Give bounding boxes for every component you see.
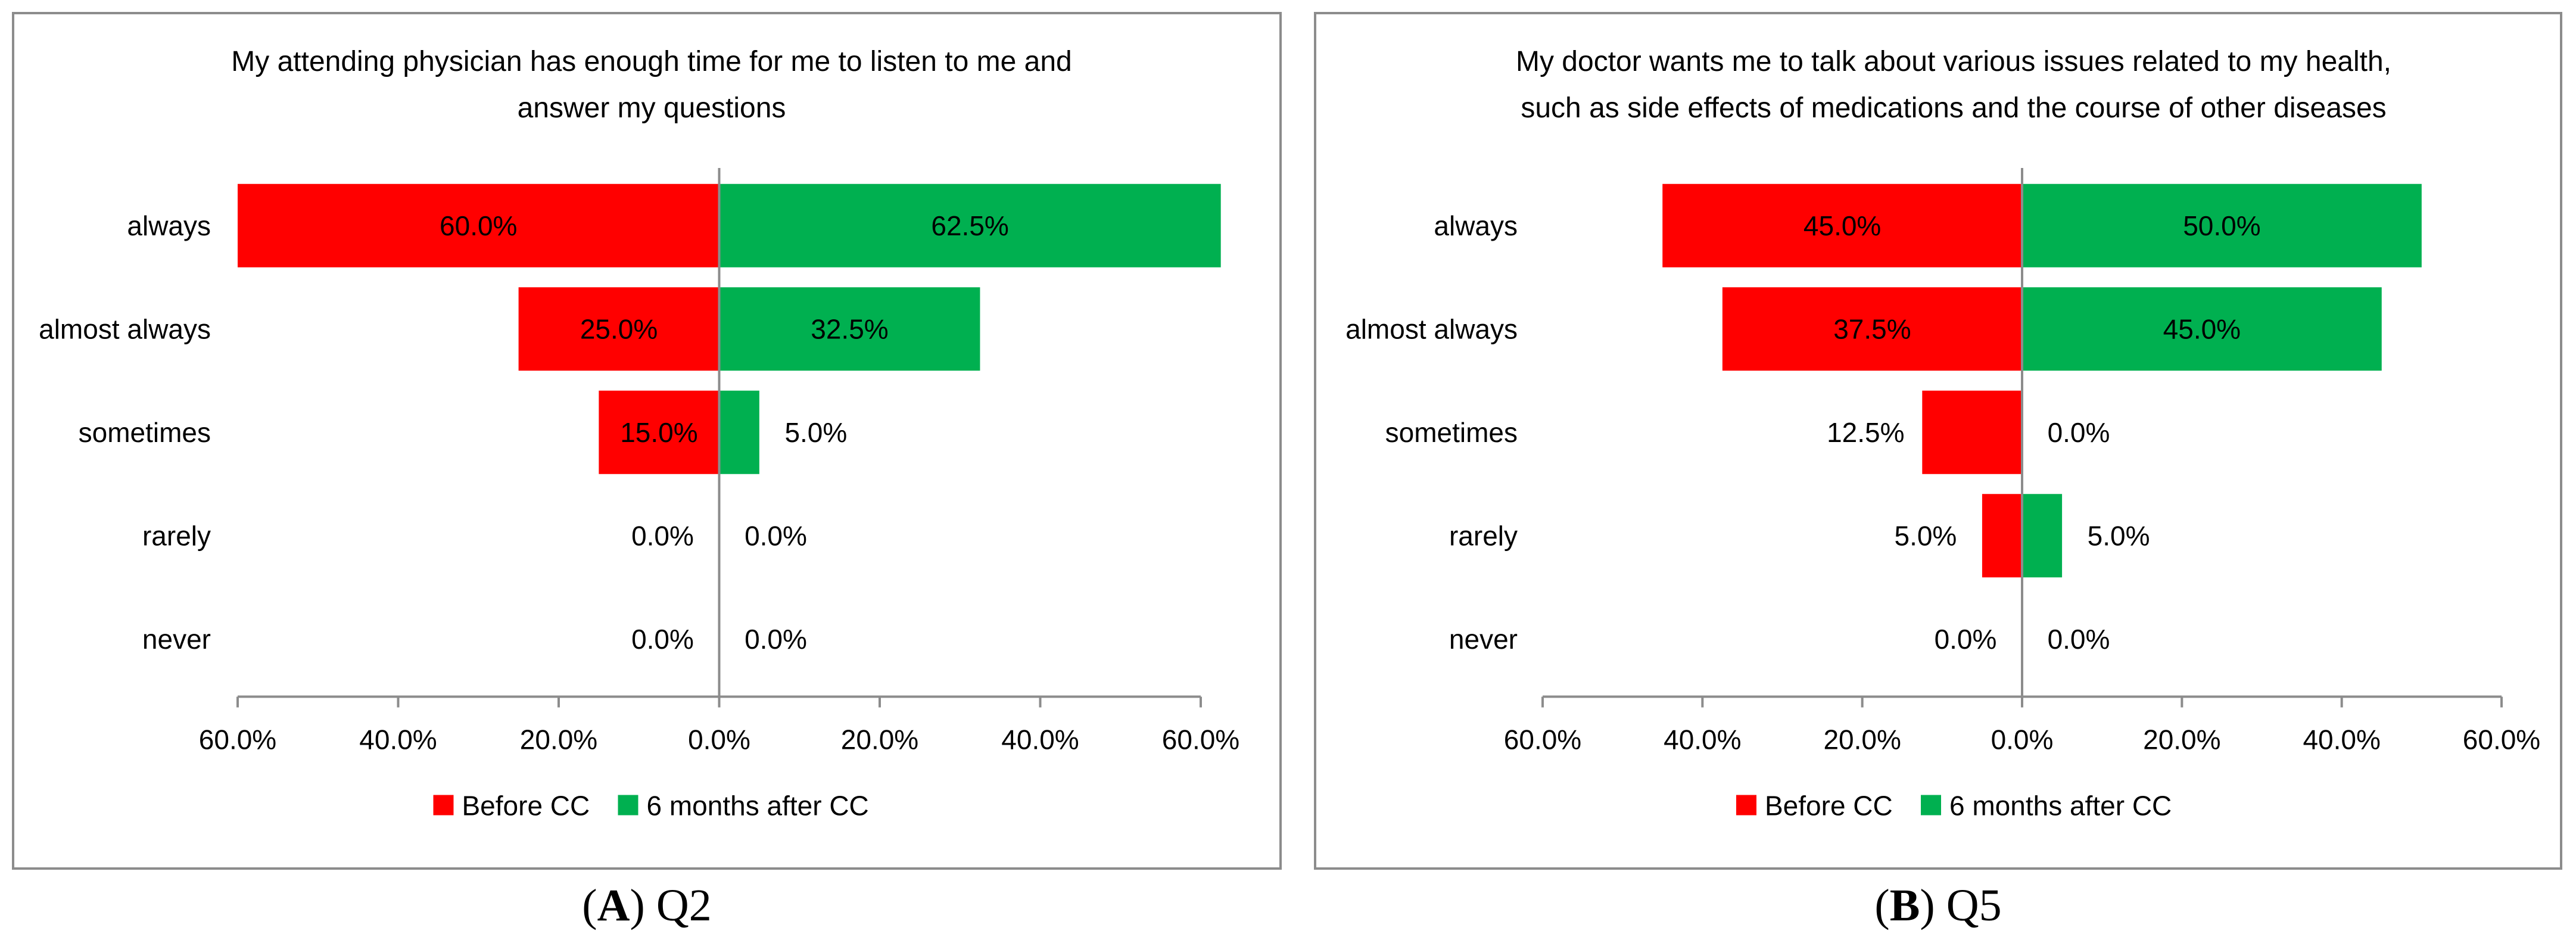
chart-title-line: answer my questions <box>518 92 786 124</box>
data-label-after: 0.0% <box>745 520 807 551</box>
bar-after <box>719 183 1221 267</box>
data-label-before: 0.0% <box>631 624 694 655</box>
legend-swatch-before <box>433 795 454 816</box>
bar-after <box>2022 183 2422 267</box>
x-tick-label: 40.0% <box>2303 724 2380 755</box>
caption-letter: A <box>597 880 630 930</box>
bar-after <box>2022 494 2063 578</box>
x-tick-label: 40.0% <box>359 724 437 755</box>
bar-before <box>1982 494 2022 578</box>
data-label-before: 60.0% <box>440 210 517 241</box>
bar-before <box>238 183 719 267</box>
caption-text: Q2 <box>644 880 712 930</box>
legend-label-after: 6 months after CC <box>1949 790 2172 821</box>
x-tick-label: 20.0% <box>841 724 918 755</box>
caption-text: Q5 <box>1935 880 2002 930</box>
category-label: rarely <box>1449 520 1518 551</box>
data-label-after: 45.0% <box>2163 313 2241 344</box>
chart-title-line: My attending physician has enough time f… <box>231 46 1071 77</box>
category-label: never <box>1449 624 1518 655</box>
data-label-after: 0.0% <box>2048 624 2110 655</box>
category-label: almost always <box>1345 313 1518 344</box>
data-label-after: 5.0% <box>2088 520 2150 551</box>
x-tick-label: 0.0% <box>688 724 750 755</box>
category-label: sometimes <box>79 417 211 448</box>
bar-after <box>719 287 980 371</box>
category-label: almost always <box>39 313 211 344</box>
bar-before <box>1722 287 2022 371</box>
data-label-before: 0.0% <box>631 520 694 551</box>
data-label-after: 62.5% <box>931 210 1008 241</box>
x-tick-label: 60.0% <box>1504 724 1581 755</box>
x-tick-label: 40.0% <box>1001 724 1079 755</box>
bar-before <box>599 390 719 474</box>
category-label: never <box>142 624 211 655</box>
chart-title-line: such as side effects of medications and … <box>1521 92 2386 124</box>
chart-b: My doctor wants me to talk about various… <box>1345 46 2540 821</box>
x-tick-label: 60.0% <box>1162 724 1239 755</box>
x-tick-label: 20.0% <box>1823 724 1901 755</box>
x-tick-label: 0.0% <box>1991 724 2054 755</box>
data-label-after: 0.0% <box>745 624 807 655</box>
x-tick-label: 20.0% <box>2143 724 2220 755</box>
bar-after <box>2022 287 2382 371</box>
data-label-before: 5.0% <box>1894 520 1957 551</box>
bar-after <box>719 390 759 474</box>
legend-swatch-after <box>618 795 638 816</box>
data-label-before: 37.5% <box>1833 313 1911 344</box>
data-label-after: 5.0% <box>784 417 847 448</box>
bar-before <box>1662 183 2022 267</box>
chart-a: My attending physician has enough time f… <box>39 46 1239 821</box>
category-label: rarely <box>142 520 211 551</box>
bar-before <box>1922 390 2022 474</box>
x-tick-label: 60.0% <box>199 724 276 755</box>
x-tick-label: 40.0% <box>1664 724 1741 755</box>
legend-label-before: Before CC <box>1765 790 1893 821</box>
chart-title-line: My doctor wants me to talk about various… <box>1516 46 2391 77</box>
category-label: always <box>127 210 211 241</box>
data-label-before: 0.0% <box>1935 624 1997 655</box>
category-label: always <box>1434 210 1518 241</box>
legend-label-after: 6 months after CC <box>647 790 869 821</box>
legend-swatch-after <box>1921 795 1941 816</box>
chart-panel-a: My attending physician has enough time f… <box>12 12 1282 870</box>
bar-before <box>518 287 719 371</box>
x-tick-label: 60.0% <box>2463 724 2540 755</box>
caption-a: (A) Q2 <box>582 880 712 930</box>
legend-label-before: Before CC <box>462 790 590 821</box>
chart-panel-b: My doctor wants me to talk about various… <box>1314 12 2562 870</box>
caption-b: (B) Q5 <box>1874 880 2002 930</box>
legend-swatch-before <box>1736 795 1756 816</box>
data-label-after: 50.0% <box>2183 210 2260 241</box>
data-label-before: 15.0% <box>620 417 697 448</box>
data-label-before: 45.0% <box>1803 210 1881 241</box>
data-label-before: 25.0% <box>580 313 658 344</box>
category-label: sometimes <box>1385 417 1518 448</box>
data-label-after: 0.0% <box>2048 417 2110 448</box>
data-label-after: 32.5% <box>811 313 888 344</box>
data-label-before: 12.5% <box>1827 417 1904 448</box>
x-tick-label: 20.0% <box>520 724 597 755</box>
caption-letter: B <box>1889 880 1920 930</box>
